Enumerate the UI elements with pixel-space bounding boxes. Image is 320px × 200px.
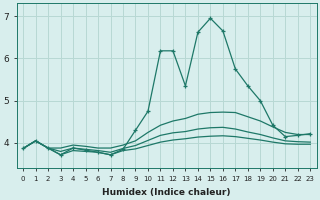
X-axis label: Humidex (Indice chaleur): Humidex (Indice chaleur) — [102, 188, 231, 197]
